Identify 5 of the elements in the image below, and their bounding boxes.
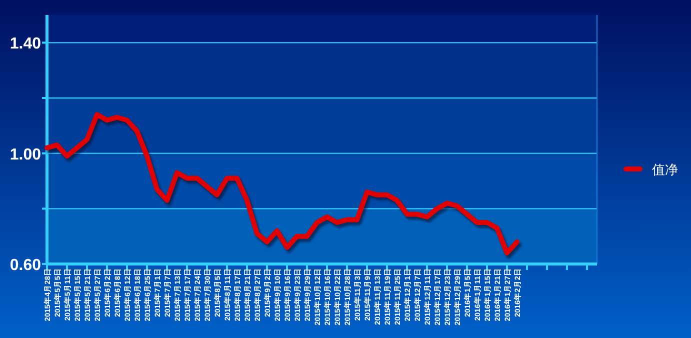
legend-label: 值净 <box>652 162 678 177</box>
y-tick-label: 1.40 <box>10 36 42 53</box>
y-tick-label: 0.60 <box>10 257 42 274</box>
legend: 值净 <box>624 162 678 177</box>
y-tick-label: 1.00 <box>10 146 42 164</box>
